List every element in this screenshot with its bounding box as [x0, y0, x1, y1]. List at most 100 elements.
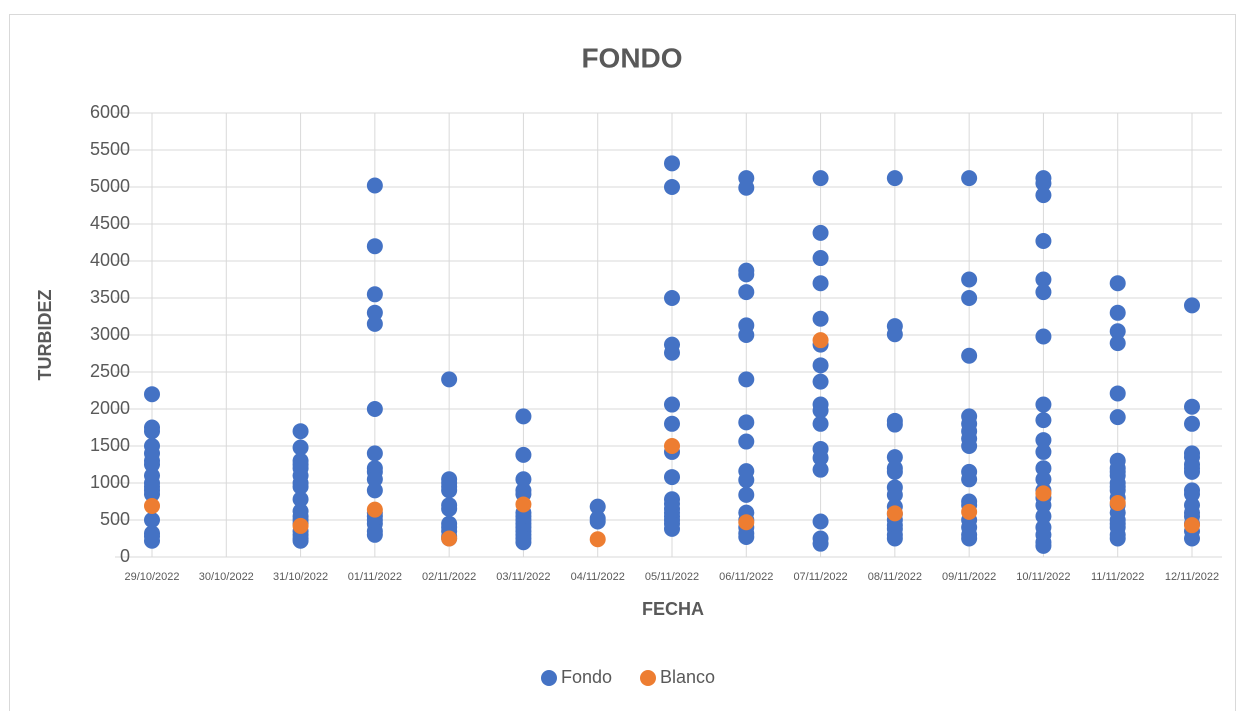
x-tick-label: 04/11/2022	[571, 571, 625, 583]
point	[292, 532, 309, 549]
point	[738, 371, 755, 388]
point	[1109, 530, 1126, 547]
x-tick-label: 06/11/2022	[719, 571, 773, 583]
point	[812, 535, 829, 552]
point	[144, 486, 160, 503]
point	[812, 224, 829, 241]
point	[812, 449, 829, 466]
point	[738, 414, 755, 431]
point	[961, 290, 978, 306]
point	[1184, 486, 1200, 503]
chart-title: FONDO	[581, 42, 682, 73]
point	[515, 496, 532, 513]
y-tick-label: 0	[120, 546, 130, 566]
point	[961, 503, 978, 520]
legend-marker	[640, 670, 656, 686]
point	[366, 526, 383, 543]
point	[664, 438, 680, 454]
point	[1035, 508, 1052, 525]
point	[144, 497, 160, 514]
point	[886, 326, 903, 343]
point	[738, 529, 755, 546]
point	[366, 304, 383, 321]
point	[738, 327, 755, 343]
point	[1184, 463, 1200, 480]
x-axis-label: FECHA	[642, 599, 704, 619]
point	[961, 471, 978, 488]
point	[1035, 412, 1052, 429]
point	[1184, 517, 1200, 534]
point	[366, 501, 383, 518]
point	[589, 531, 606, 548]
point	[1035, 537, 1052, 554]
point	[738, 433, 755, 450]
y-tick-label: 3000	[90, 324, 130, 344]
point	[366, 286, 383, 303]
point	[292, 439, 309, 456]
point	[515, 408, 532, 425]
point	[1035, 443, 1052, 460]
point	[515, 471, 532, 488]
point	[1035, 271, 1052, 288]
point	[144, 423, 160, 440]
point	[1035, 175, 1052, 192]
y-tick-label: 2000	[90, 398, 130, 418]
point	[886, 463, 903, 480]
point	[1035, 471, 1052, 488]
point	[366, 177, 383, 194]
x-tick-label: 09/11/2022	[942, 571, 996, 583]
y-tick-label: 6000	[90, 102, 130, 122]
point	[441, 500, 458, 517]
point	[1109, 494, 1126, 511]
x-tick-label: 12/11/2022	[1165, 571, 1219, 583]
point	[515, 446, 532, 463]
point	[1109, 323, 1126, 340]
point	[366, 315, 383, 332]
point	[1109, 385, 1126, 402]
point	[366, 482, 383, 499]
y-tick-label: 2500	[90, 361, 130, 381]
y-tick-label: 4500	[90, 213, 130, 233]
point	[886, 449, 903, 466]
y-tick-label: 3500	[90, 287, 130, 307]
point	[1109, 409, 1126, 426]
point	[812, 402, 829, 419]
point	[664, 469, 680, 486]
point	[961, 271, 978, 288]
point	[664, 290, 680, 306]
x-tick-label: 03/11/2022	[496, 571, 550, 583]
point	[441, 371, 458, 388]
point	[812, 461, 829, 478]
point	[812, 513, 829, 530]
point	[1035, 432, 1052, 449]
point	[961, 530, 978, 547]
point	[1184, 398, 1200, 415]
point	[961, 170, 978, 187]
point	[144, 532, 160, 549]
x-tick-label: 05/11/2022	[645, 571, 699, 583]
point	[886, 170, 903, 187]
point	[144, 456, 160, 473]
point	[1184, 297, 1200, 314]
point	[1035, 485, 1052, 502]
point	[589, 498, 606, 515]
legend-label: Blanco	[660, 667, 715, 687]
point	[738, 514, 755, 531]
legend-marker	[541, 670, 557, 686]
point	[886, 530, 903, 547]
x-tick-label: 30/10/2022	[199, 571, 254, 583]
y-tick-label: 4000	[90, 250, 130, 270]
point	[812, 357, 829, 374]
point	[292, 423, 309, 440]
point	[664, 179, 680, 195]
chart-border	[9, 14, 1236, 711]
point	[366, 238, 383, 255]
point	[292, 491, 309, 508]
x-tick-label: 31/10/2022	[273, 571, 328, 583]
point	[738, 179, 755, 196]
point	[738, 266, 755, 283]
point	[664, 396, 680, 413]
point	[144, 512, 160, 528]
y-tick-label: 5500	[90, 139, 130, 159]
